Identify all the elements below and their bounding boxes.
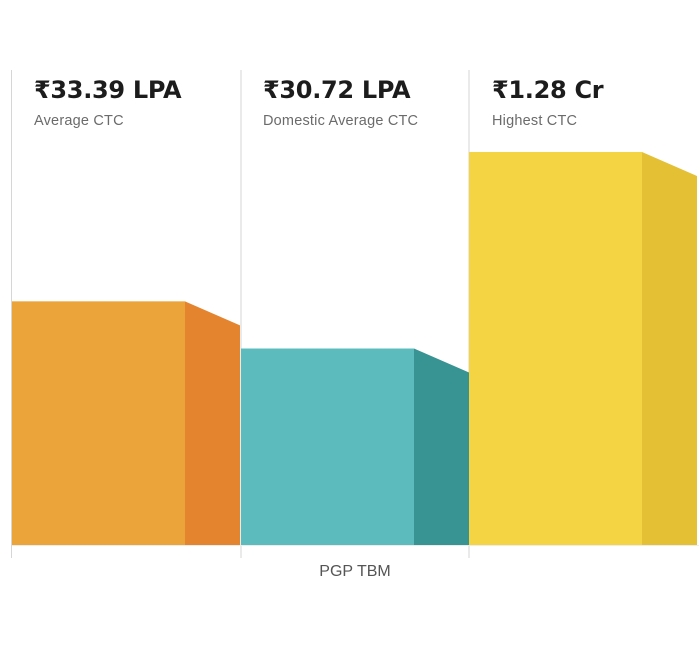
category-label-average: Average CTC bbox=[34, 113, 124, 129]
value-label-highest: ₹1.28 Cr bbox=[492, 76, 604, 104]
category-label-highest: Highest CTC bbox=[492, 113, 578, 129]
column-header-average: ₹33.39 LPA Average CTC bbox=[34, 76, 182, 129]
category-label-domestic: Domestic Average CTC bbox=[263, 113, 419, 129]
bar-front-domestic bbox=[241, 348, 414, 545]
group-label: PGP TBM bbox=[319, 563, 391, 580]
bar-front-average bbox=[12, 301, 185, 545]
bar-side-average bbox=[185, 301, 240, 545]
bar-front-highest bbox=[469, 152, 642, 545]
column-header-domestic: ₹30.72 LPA Domestic Average CTC bbox=[263, 76, 418, 129]
value-label-domestic: ₹30.72 LPA bbox=[263, 76, 411, 104]
bar-side-highest bbox=[642, 152, 697, 545]
value-label-average: ₹33.39 LPA bbox=[34, 76, 182, 104]
column-header-highest: ₹1.28 Cr Highest CTC bbox=[492, 76, 604, 129]
bar-side-domestic bbox=[414, 348, 469, 545]
